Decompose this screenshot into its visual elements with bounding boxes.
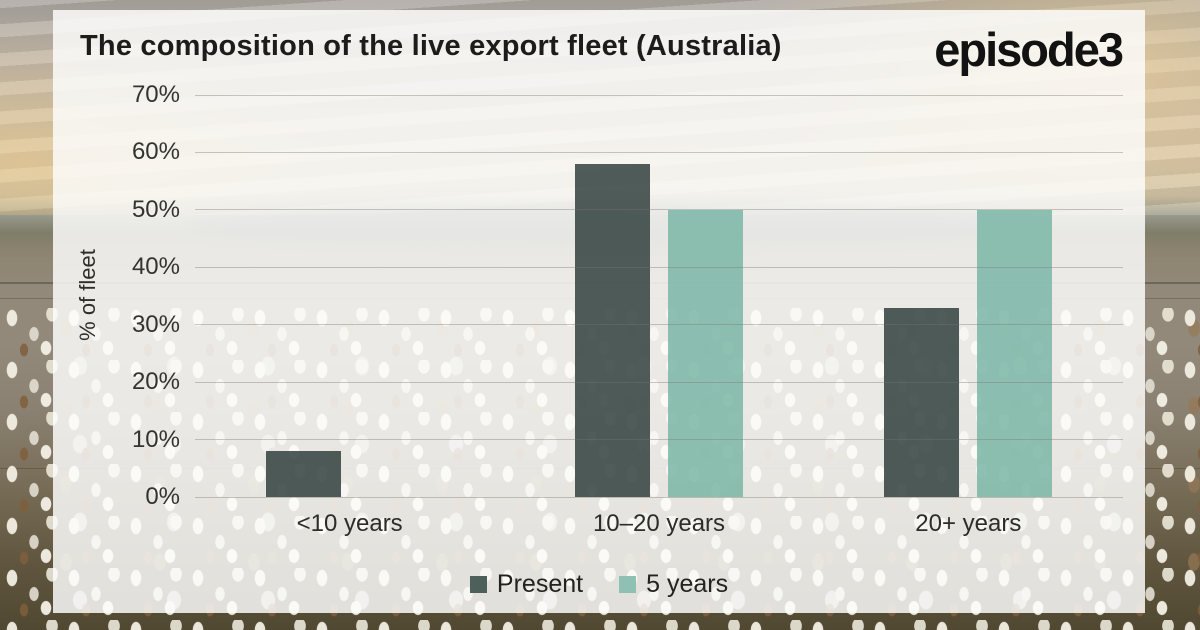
bar-present [265, 451, 341, 497]
bar-present [884, 307, 960, 497]
plot-area [195, 95, 1123, 497]
y-tick-label: 0% [145, 483, 180, 510]
x-category-label: 10–20 years [592, 510, 726, 537]
gridline [195, 324, 1123, 326]
chart-panel: The composition of the live export fleet… [53, 10, 1145, 613]
chart-title: The composition of the live export fleet… [80, 30, 782, 62]
gridline [195, 151, 1123, 153]
y-tick-label: 20% [131, 368, 180, 396]
y-tick-label: 50% [131, 195, 180, 223]
bar-present [575, 163, 650, 497]
gridline [195, 266, 1123, 268]
gridline [195, 381, 1123, 383]
chart-legend: Present 5 years [53, 570, 1145, 599]
gridline [195, 496, 1123, 498]
legend-label: Present [496, 570, 584, 598]
legend-item: 5 years [619, 570, 728, 599]
x-category-label: 20+ years [915, 510, 1022, 537]
legend-label: 5 years [646, 570, 729, 598]
legend-item: Present [469, 570, 584, 599]
bar-5-years [977, 209, 1053, 497]
x-category-label: <10 years [296, 510, 403, 537]
legend-swatch-icon [469, 576, 487, 593]
y-tick-label: 10% [131, 425, 180, 453]
y-tick-label: 40% [131, 253, 180, 281]
bar-5-years [668, 209, 743, 497]
gridline [195, 94, 1123, 96]
y-tick-label: 30% [131, 310, 180, 338]
y-tick-label: 60% [131, 138, 180, 166]
y-tick-label: 70% [131, 81, 180, 108]
episode3-logo: episode3 [934, 23, 1124, 76]
legend-swatch-icon [619, 576, 637, 593]
gridline [195, 439, 1123, 441]
gridline [195, 209, 1123, 211]
